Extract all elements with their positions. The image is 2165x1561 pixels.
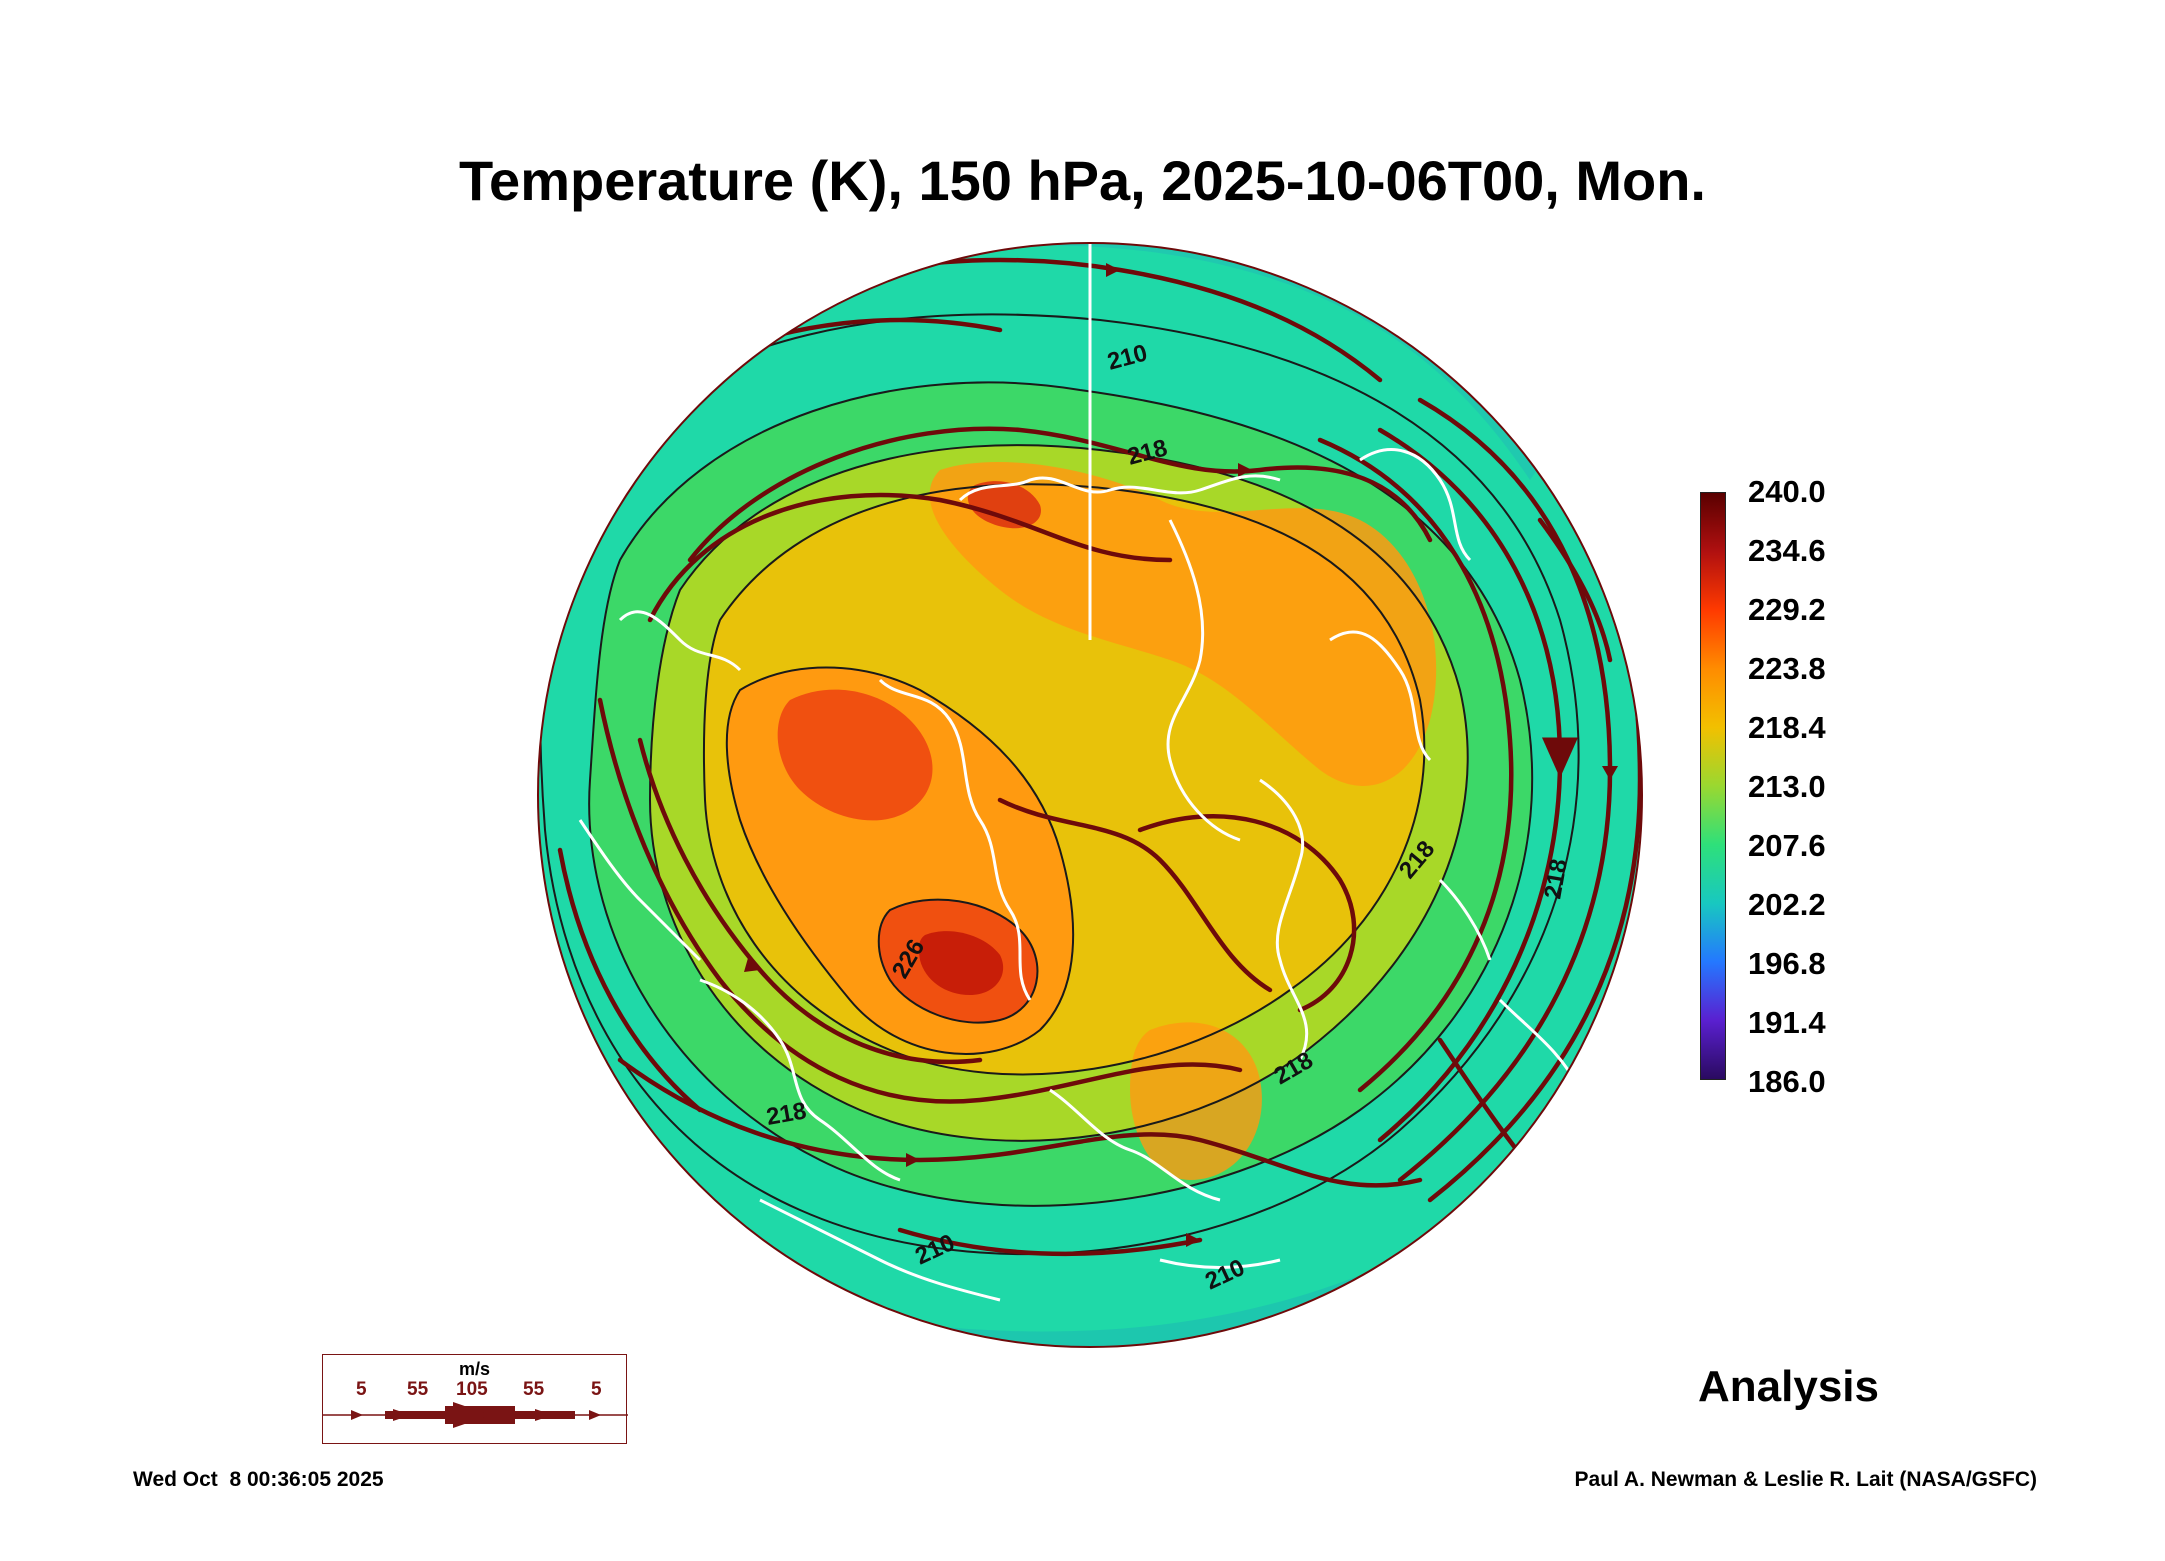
colorbar-label: 202.2 — [1748, 887, 1826, 922]
colorbar-label: 234.6 — [1748, 533, 1826, 568]
colorbar-label: 229.2 — [1748, 592, 1826, 627]
wind-speed-label: 55 — [407, 1379, 429, 1400]
footer-timestamp: Wed Oct 8 00:36:05 2025 — [133, 1468, 384, 1491]
field-darkred — [918, 931, 1004, 995]
field-orange-north — [929, 461, 1437, 786]
wind-speed-label: 105 — [456, 1379, 488, 1400]
field-red-north — [967, 481, 1041, 529]
colorbar-label: 218.4 — [1748, 710, 1826, 745]
colorbar-label: 213.0 — [1748, 769, 1826, 804]
wind-speed-legend: m/s 5 55 105 55 5 — [322, 1354, 628, 1444]
colorbar-label: 223.8 — [1748, 651, 1826, 686]
colorbar-label: 207.6 — [1748, 828, 1826, 863]
field-orange-south — [1130, 1022, 1262, 1180]
analysis-label: Analysis — [1698, 1362, 1879, 1411]
temperature-contours — [539, 313, 1580, 1256]
field-red-west — [777, 689, 933, 821]
wind-speed-label: 55 — [523, 1379, 545, 1400]
colorbar-label: 191.4 — [1748, 1005, 1826, 1040]
colorbar-scale — [1700, 492, 1726, 1080]
streamline-arrows — [744, 263, 1618, 1247]
wind-arrow-scale — [323, 1402, 628, 1428]
wind-unit-label: m/s — [458, 1359, 491, 1379]
colorbar-label: 186.0 — [1748, 1064, 1826, 1099]
footer-credit: Paul A. Newman & Leslie R. Lait (NASA/GS… — [1574, 1468, 2037, 1491]
chart-title: Temperature (K), 150 hPa, 2025-10-06T00,… — [459, 149, 1706, 212]
wind-speed-label: 5 — [356, 1379, 367, 1400]
colorbar-label: 196.8 — [1748, 946, 1826, 981]
wind-speed-label: 5 — [591, 1379, 602, 1400]
globe-outline — [537, 242, 1643, 1348]
colorbar-label: 240.0 — [1748, 474, 1826, 509]
